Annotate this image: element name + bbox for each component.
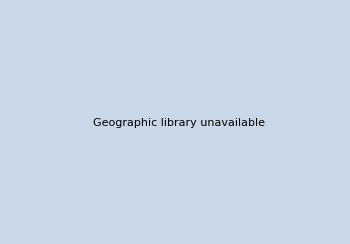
Text: Geographic library unavailable: Geographic library unavailable bbox=[93, 118, 265, 128]
